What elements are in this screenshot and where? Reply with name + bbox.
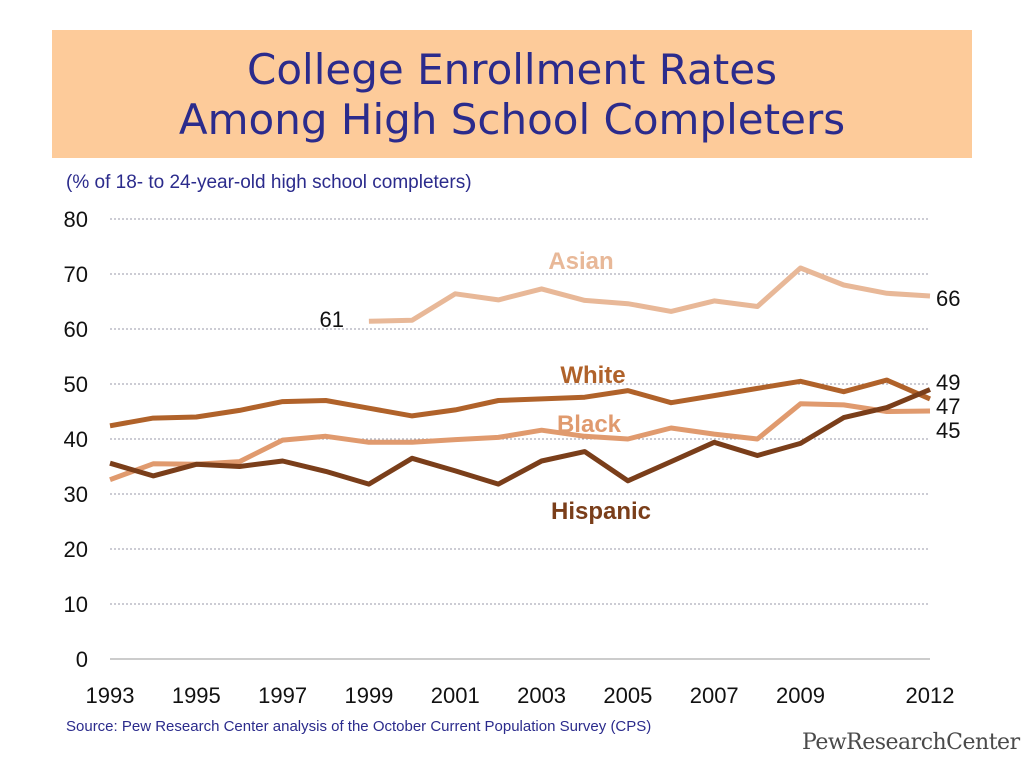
series-label-asian: Asian [548, 248, 613, 275]
x-tick-label-1993: 1993 [86, 683, 135, 708]
series-label-white: White [560, 362, 625, 389]
x-tick-label-2009: 2009 [776, 683, 825, 708]
end-value-label-white: 47 [936, 394, 960, 419]
x-tick-label-2005: 2005 [603, 683, 652, 708]
end-value-label-black: 45 [936, 418, 960, 443]
y-tick-label-20: 20 [64, 537, 88, 562]
y-tick-label-40: 40 [64, 427, 88, 452]
series-line-black [109, 401, 931, 483]
title-banner: College Enrollment Rates Among High Scho… [52, 30, 972, 158]
y-tick-label-10: 10 [64, 592, 88, 617]
y-tick-label-50: 50 [64, 372, 88, 397]
chart-title-line-2: Among High School Completers [178, 95, 846, 144]
chart-title-line-1: College Enrollment Rates [247, 45, 777, 94]
pew-research-center-logo: PewResearchCenter [802, 730, 1020, 755]
series-line-asian [368, 265, 931, 324]
end-value-label-asian: 66 [936, 286, 960, 311]
y-tick-label-60: 60 [64, 317, 88, 342]
end-value-label-hispanic: 49 [936, 370, 960, 395]
x-tick-label-2012: 2012 [906, 683, 955, 708]
x-tick-label-2007: 2007 [690, 683, 739, 708]
chart-subtitle: (% of 18- to 24-year-old high school com… [66, 172, 472, 193]
series-line-white [109, 377, 931, 429]
x-tick-label-1999: 1999 [344, 683, 393, 708]
y-tick-label-70: 70 [64, 262, 88, 287]
source-note: Source: Pew Research Center analysis of … [66, 718, 652, 735]
series-line-hispanic [109, 387, 931, 487]
y-tick-label-0: 0 [76, 647, 88, 672]
series-label-hispanic: Hispanic [551, 498, 651, 525]
series-label-black: Black [557, 411, 622, 438]
x-tick-label-2001: 2001 [431, 683, 480, 708]
start-value-label-asian: 61 [320, 307, 344, 332]
y-tick-label-30: 30 [64, 482, 88, 507]
y-tick-label-80: 80 [64, 207, 88, 232]
x-tick-label-1995: 1995 [172, 683, 221, 708]
x-tick-label-2003: 2003 [517, 683, 566, 708]
x-tick-label-1997: 1997 [258, 683, 307, 708]
